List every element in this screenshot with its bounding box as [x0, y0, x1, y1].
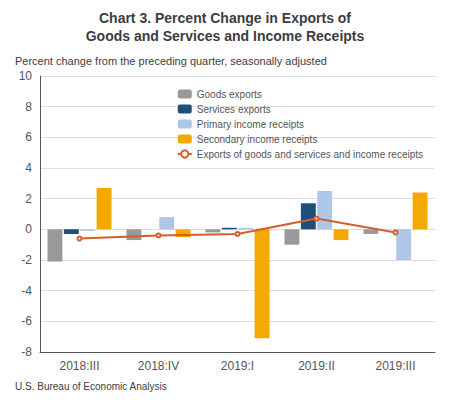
svg-text:2019:I: 2019:I — [221, 359, 254, 373]
svg-text:0: 0 — [25, 222, 32, 236]
svg-text:2019:III: 2019:III — [375, 359, 415, 373]
svg-text:8: 8 — [25, 100, 32, 114]
svg-text:-8: -8 — [21, 345, 32, 359]
svg-text:U.S. Bureau of Economic Analys: U.S. Bureau of Economic Analysis — [15, 381, 167, 392]
svg-text:4: 4 — [25, 161, 32, 175]
svg-text:-4: -4 — [21, 284, 32, 298]
svg-text:Primary income receipts: Primary income receipts — [197, 119, 304, 130]
svg-text:2019:II: 2019:II — [298, 359, 335, 373]
svg-text:6: 6 — [25, 130, 32, 144]
svg-text:Secondary income receipts: Secondary income receipts — [197, 134, 318, 145]
svg-text:2: 2 — [25, 192, 32, 206]
svg-text:-6: -6 — [21, 314, 32, 328]
svg-text:Percent change from the preced: Percent change from the preceding quarte… — [15, 55, 327, 67]
svg-text:Services exports: Services exports — [197, 104, 271, 115]
svg-text:Goods and Services and Income: Goods and Services and Income Receipts — [86, 28, 365, 44]
svg-text:2018:IV: 2018:IV — [138, 359, 179, 373]
svg-text:-2: -2 — [21, 253, 32, 267]
svg-text:10: 10 — [19, 69, 33, 83]
svg-text:Goods exports: Goods exports — [197, 89, 262, 100]
svg-text:Chart 3. Percent Change in Exp: Chart 3. Percent Change in Exports of — [99, 10, 351, 26]
svg-text:2018:III: 2018:III — [59, 359, 99, 373]
svg-text:Exports of goods and services: Exports of goods and services and income… — [197, 149, 423, 160]
